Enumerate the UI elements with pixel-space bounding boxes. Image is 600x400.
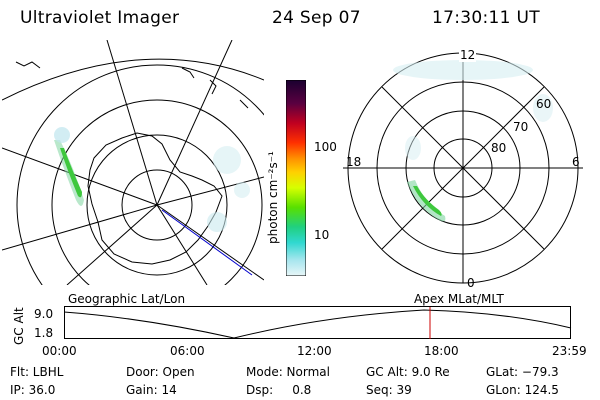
status-dsp: Dsp: 0.8 — [246, 383, 312, 397]
aurora-oval — [413, 186, 442, 216]
lon-line — [2, 147, 158, 206]
aurora-speckle — [533, 94, 553, 122]
coastline-fragment — [15, 61, 249, 109]
date-label: 24 Sep 07 — [272, 8, 361, 28]
mlt-label-left: 18 — [346, 155, 362, 169]
aurora-speckle — [405, 136, 421, 160]
lon-line — [156, 40, 233, 206]
altitude-timeline — [64, 306, 572, 339]
status-filter: Flt: LBHL — [10, 365, 64, 379]
lon-line — [156, 204, 264, 281]
aurora-speckle — [234, 182, 250, 198]
timeline-y-axis-label: GC Alt — [12, 307, 26, 345]
status-door: Door: Open — [126, 365, 195, 379]
colorbar-tick-100: 100 — [314, 140, 337, 154]
aurora-speckle — [393, 60, 533, 80]
aurora-speckle — [207, 212, 227, 232]
status-ip: IP: 36.0 — [10, 383, 56, 397]
colorbar-unit-label: photon cm⁻²s⁻¹ — [266, 151, 280, 244]
aurora-speckle — [213, 146, 241, 174]
timeline-xtick-2: 12:00 — [297, 344, 332, 358]
mlt-diagonal — [381, 86, 545, 250]
status-mode: Mode: Normal — [246, 365, 330, 379]
timeline-xtick-4: 23:59 — [552, 344, 587, 358]
status-gc-alt: GC Alt: 9.0 Re — [366, 365, 450, 379]
altitude-curve — [64, 309, 572, 339]
mlt-label-top: 12 — [459, 48, 477, 62]
timeline-left-label: Geographic Lat/Lon — [68, 292, 186, 306]
lon-line — [2, 204, 158, 251]
status-gain: Gain: 14 — [126, 383, 177, 397]
geographic-map — [2, 40, 264, 285]
time-label: 17:30:11 UT — [432, 8, 540, 28]
mlat-label-70: 70 — [513, 120, 529, 134]
colorbar — [286, 80, 306, 276]
lon-line — [106, 40, 158, 206]
polar-plot — [343, 52, 583, 284]
lon-line — [156, 204, 208, 285]
lon-line — [156, 176, 264, 206]
lat-circle — [16, 64, 264, 285]
lon-line — [66, 204, 158, 285]
colorbar-tick-10: 10 — [314, 228, 330, 242]
lat-circle — [86, 134, 228, 276]
mlt-label-right: 6 — [572, 155, 580, 169]
timeline-xtick-1: 06:00 — [170, 344, 205, 358]
satellite-track — [161, 209, 253, 276]
instrument-title: Ultraviolet Imager — [20, 8, 180, 28]
status-seq: Seq: 39 — [366, 383, 412, 397]
timeline-xtick-0: 00:00 — [42, 344, 77, 358]
timeline-ytick-low: 1.8 — [34, 326, 54, 340]
mlt-label-bottom: 0 — [467, 276, 475, 290]
aurora-oval — [60, 148, 82, 198]
aurora-speckle — [54, 127, 70, 143]
timeline-ytick-high: 9.0 — [34, 307, 54, 321]
status-glat: GLat: −79.3 — [486, 365, 559, 379]
timeline-frame — [64, 306, 571, 339]
timeline-xtick-3: 18:00 — [424, 344, 459, 358]
lat-circle — [121, 169, 193, 241]
mlat-label-80: 80 — [491, 141, 507, 155]
status-glon: GLon: 124.5 — [486, 383, 559, 397]
limb-arc — [2, 58, 264, 101]
timeline-right-label: Apex MLat/MLT — [414, 292, 504, 306]
mlat-label-60: 60 — [536, 97, 552, 111]
lat-circle — [51, 99, 263, 285]
